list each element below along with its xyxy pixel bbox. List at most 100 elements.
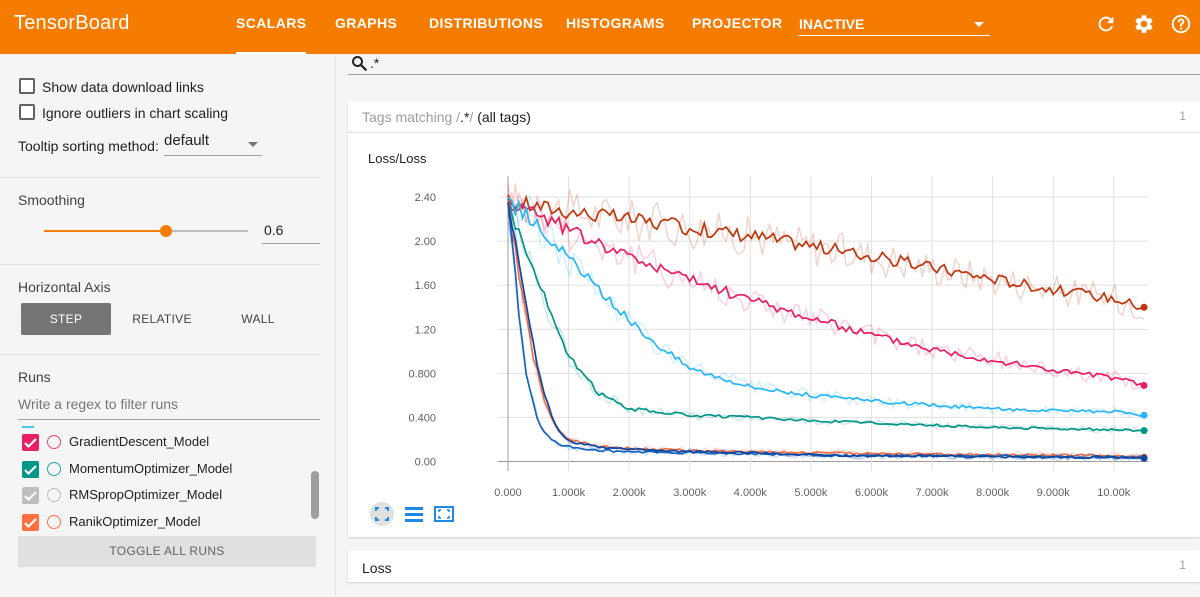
run-name: MomentumOptimizer_Model: [69, 460, 233, 476]
run-color-radio[interactable]: [47, 461, 61, 476]
tag-filter-input[interactable]: .*: [348, 54, 1200, 75]
run-row[interactable]: GradientDescent_Model: [18, 430, 308, 456]
run-name: GradientDescent_Model: [69, 434, 210, 449]
x-tick-label: 7.000k: [916, 487, 950, 499]
sidebar: Show data download links Ignore outliers…: [0, 54, 336, 597]
tab-histograms[interactable]: HISTOGRAMS: [566, 15, 665, 31]
run-row[interactable]: RanikOptimizer_Model: [18, 510, 308, 536]
y-tick-label: 0.400: [408, 412, 436, 424]
smoothing-value-input[interactable]: 0.6: [262, 222, 320, 244]
ignore-outliers-label: Ignore outliers in chart scaling: [42, 105, 228, 121]
gear-icon[interactable]: [1133, 13, 1155, 35]
checkmark-icon: [24, 491, 37, 502]
checkmark-icon: [24, 517, 37, 528]
run-checkbox[interactable]: [22, 460, 39, 478]
section-divider: [0, 177, 320, 178]
runs-label: Runs: [18, 369, 51, 385]
y-tick-label: 0.00: [415, 456, 436, 468]
checkmark-icon: [24, 438, 37, 449]
tab-scalars[interactable]: SCALARS: [236, 0, 307, 54]
chevron-down-icon: [974, 22, 984, 27]
run-name: RMSpropOptimizer_Model: [69, 487, 223, 502]
loss-card[interactable]: Loss 1: [348, 550, 1200, 582]
series-line: [507, 201, 1145, 460]
ignore-outliers-checkbox[interactable]: [19, 104, 35, 120]
run-row[interactable]: RMSpropOptimizer_Model: [18, 483, 308, 509]
x-tick-label: 3.000k: [673, 487, 707, 499]
tags-count: 1: [1179, 109, 1186, 123]
series-end-point: [1140, 381, 1148, 389]
runs-filter-input[interactable]: Write a regex to filter runs: [18, 396, 320, 420]
tags-regex: .*: [460, 109, 470, 125]
tooltip-sorting-label: Tooltip sorting method:: [18, 138, 159, 154]
show-download-links-checkbox[interactable]: [19, 78, 35, 94]
run-name: RanikOptimizer_Model: [69, 513, 201, 529]
search-icon: [352, 56, 367, 71]
axis-relative-button[interactable]: RELATIVE: [132, 312, 192, 326]
brand-title: TensorBoard: [14, 12, 130, 34]
horizontal-axis-label: Horizontal Axis: [18, 279, 111, 295]
chart-title: Loss/Loss: [368, 151, 427, 166]
series-line: [507, 202, 1145, 460]
x-tick-label: 1.000k: [552, 487, 586, 499]
series-end-point: [1140, 454, 1148, 462]
y-tick-label: 2.40: [415, 192, 436, 204]
tags-card: Tags matching /.*/ (all tags) 1 Loss/Los…: [348, 101, 1200, 537]
run-color-radio[interactable]: [47, 488, 61, 502]
section-divider: [0, 264, 320, 265]
series-line: [507, 195, 1145, 388]
run-row[interactable]: MomentumOptimizer_Model: [18, 457, 308, 483]
refresh-icon[interactable]: [1095, 13, 1117, 35]
x-tick-label: 2.000k: [613, 487, 647, 499]
help-icon[interactable]: [1170, 13, 1192, 35]
chevron-down-icon: [248, 142, 258, 147]
series-end-point: [1140, 427, 1148, 435]
y-tick-label: 1.20: [415, 324, 436, 336]
expand-chart-icon[interactable]: [432, 502, 456, 526]
series-raw-line: [507, 185, 1145, 461]
smoothing-slider-fill: [44, 230, 167, 232]
tab-projector[interactable]: PROJECTOR: [692, 15, 783, 31]
run-checkbox[interactable]: [22, 487, 39, 504]
tags-prefix: Tags matching /: [362, 109, 461, 125]
x-tick-label: 5.000k: [794, 487, 828, 499]
checkmark-icon: [24, 464, 37, 475]
tooltip-sorting-dropdown[interactable]: default: [164, 132, 262, 156]
axis-step-button[interactable]: STEP: [21, 303, 111, 335]
series-line: [507, 194, 1145, 311]
y-tick-label: 0.800: [408, 368, 436, 380]
loss-chart[interactable]: 0.00 0.400 0.800 1.20 1.60 2.00 2.40 0.000 1.000…: [348, 101, 1200, 537]
run-color-radio[interactable]: [47, 514, 61, 529]
runs-scrollbar[interactable]: [311, 471, 319, 519]
y-tick-label: 1.60: [415, 280, 436, 292]
series-raw-line: [507, 194, 1145, 419]
toggle-all-runs-button[interactable]: TOGGLE ALL RUNS: [18, 536, 316, 567]
tab-graphs[interactable]: GRAPHS: [335, 15, 398, 31]
x-tick-label: 4.000k: [734, 487, 768, 499]
run-checkbox[interactable]: [22, 513, 39, 531]
axis-wall-button[interactable]: WALL: [241, 312, 275, 326]
series-raw-line: [507, 191, 1145, 391]
top-app-bar: TensorBoard SCALARS GRAPHS DISTRIBUTIONS…: [0, 0, 1200, 54]
tooltip-sorting-value: default: [164, 132, 210, 149]
loss-card-title: Loss: [362, 560, 392, 576]
section-divider: [0, 354, 320, 355]
tags-card-header[interactable]: Tags matching /.*/ (all tags) 1: [348, 101, 1200, 133]
tab-distributions[interactable]: DISTRIBUTIONS: [429, 15, 544, 31]
fit-domain-icon[interactable]: [370, 502, 394, 526]
series-line: [507, 196, 1145, 417]
series-end-point: [1140, 303, 1148, 311]
run-checkbox[interactable]: [22, 434, 39, 451]
x-tick-label: 10.00k: [1097, 487, 1131, 499]
smoothing-slider-thumb[interactable]: [160, 225, 173, 237]
toggle-log-scale-icon[interactable]: [402, 502, 426, 526]
inactive-dropdown-label: INACTIVE: [799, 16, 865, 32]
tags-all: (all tags): [477, 109, 531, 125]
x-tick-label: 8.000k: [976, 487, 1010, 499]
tags-matching-text: Tags matching /.*/ (all tags): [362, 109, 531, 125]
run-color-radio[interactable]: [47, 435, 61, 449]
tags-suffix: /: [469, 109, 474, 125]
show-download-links-label: Show data download links: [42, 79, 204, 95]
smoothing-slider[interactable]: [44, 225, 248, 237]
inactive-plugins-dropdown[interactable]: INACTIVE: [798, 12, 990, 36]
